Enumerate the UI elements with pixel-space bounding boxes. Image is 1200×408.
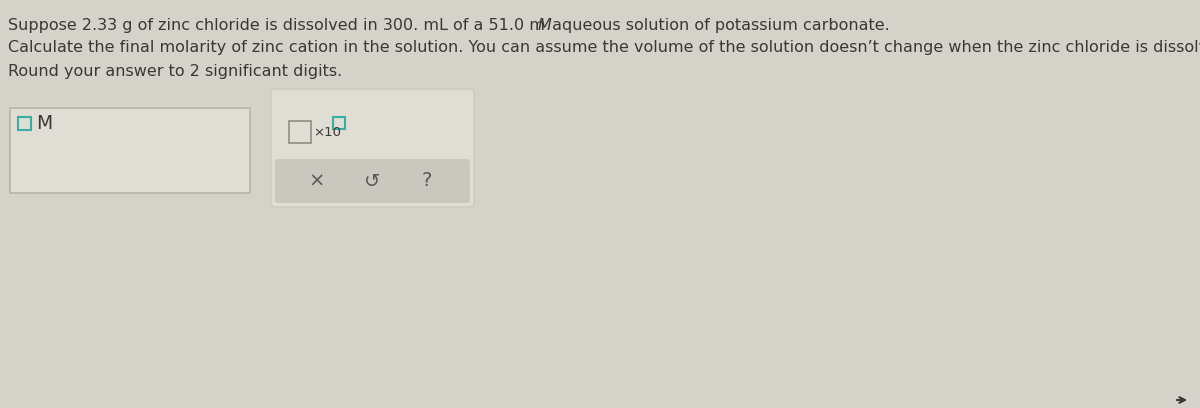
Bar xyxy=(289,121,311,143)
Text: aqueous solution of potassium carbonate.: aqueous solution of potassium carbonate. xyxy=(547,18,889,33)
Text: M: M xyxy=(36,114,53,133)
Text: Round your answer to 2 significant digits.: Round your answer to 2 significant digit… xyxy=(8,64,342,79)
Text: Suppose 2.33 g of zinc chloride is dissolved in 300. mL of a 51.0 m: Suppose 2.33 g of zinc chloride is disso… xyxy=(8,18,550,33)
Text: ↺: ↺ xyxy=(364,171,380,191)
Text: M: M xyxy=(538,18,552,33)
Bar xyxy=(18,117,31,130)
Text: ×10: ×10 xyxy=(313,126,341,138)
Text: ×: × xyxy=(308,171,325,191)
FancyBboxPatch shape xyxy=(271,89,474,207)
Bar xyxy=(334,117,346,129)
FancyBboxPatch shape xyxy=(275,159,470,203)
Text: ?: ? xyxy=(422,171,432,191)
Text: Calculate the final molarity of zinc cation in the solution. You can assume the : Calculate the final molarity of zinc cat… xyxy=(8,40,1200,55)
Bar xyxy=(10,108,250,193)
